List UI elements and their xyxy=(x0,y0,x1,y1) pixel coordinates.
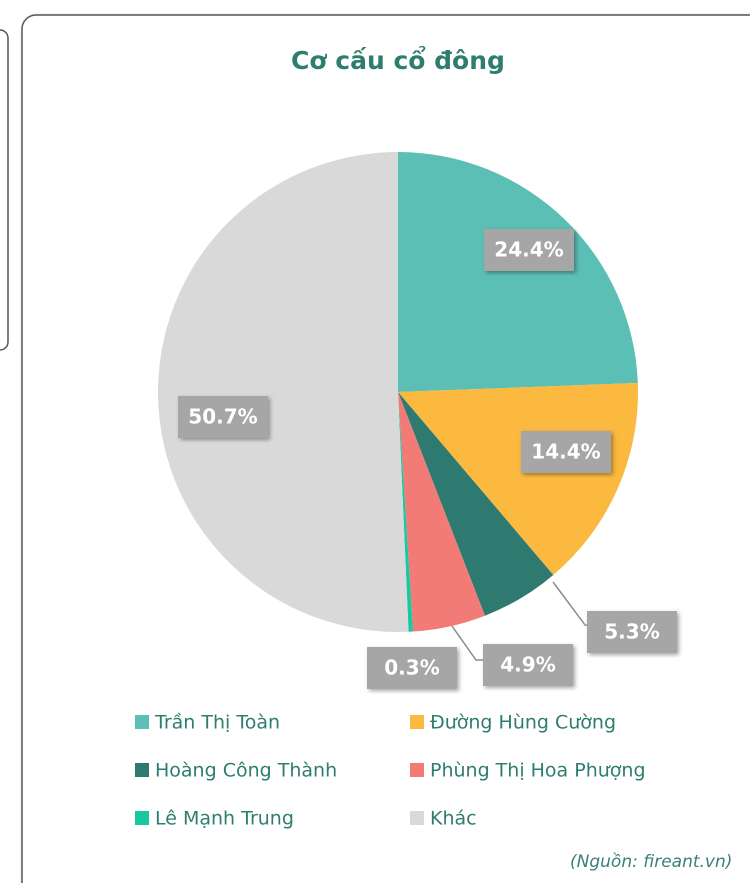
legend-label: Hoàng Công Thành xyxy=(155,760,337,782)
legend-label: Phùng Thị Hoa Phượng xyxy=(430,760,646,782)
data-label: 5.3% xyxy=(604,620,659,644)
legend-label: Trần Thị Toàn xyxy=(154,712,280,734)
label-box xyxy=(521,431,611,473)
label-box xyxy=(367,647,457,689)
data-label: 50.7% xyxy=(188,405,257,429)
legend-swatch xyxy=(135,811,149,825)
legend-label: Khác xyxy=(430,808,477,830)
legend-label: Đường Hùng Cường xyxy=(430,712,616,734)
label-box xyxy=(587,611,677,653)
data-label: 4.9% xyxy=(500,653,555,677)
pie-slice xyxy=(398,392,485,632)
pie-slice xyxy=(398,392,414,632)
legend-label: Lê Mạnh Trung xyxy=(155,808,294,830)
label-box xyxy=(178,396,268,438)
side-card xyxy=(0,29,9,351)
data-label: 0.3% xyxy=(384,656,439,680)
label-box xyxy=(484,229,574,271)
legend-swatch xyxy=(410,811,424,825)
pie-slice xyxy=(398,382,638,575)
legend-swatch xyxy=(135,715,149,729)
legend-swatch xyxy=(410,715,424,729)
pie-slice xyxy=(398,152,638,392)
legend-swatch xyxy=(135,763,149,777)
pie-slice xyxy=(398,392,554,616)
source: (Nguồn: fireant.vn) xyxy=(570,851,732,872)
data-label: 14.4% xyxy=(531,440,600,464)
chart-title: Cơ cấu cổ đông xyxy=(291,45,505,75)
pie-slice xyxy=(158,152,409,632)
label-box xyxy=(483,644,573,686)
data-label: 24.4% xyxy=(494,238,563,262)
legend-swatch xyxy=(410,763,424,777)
